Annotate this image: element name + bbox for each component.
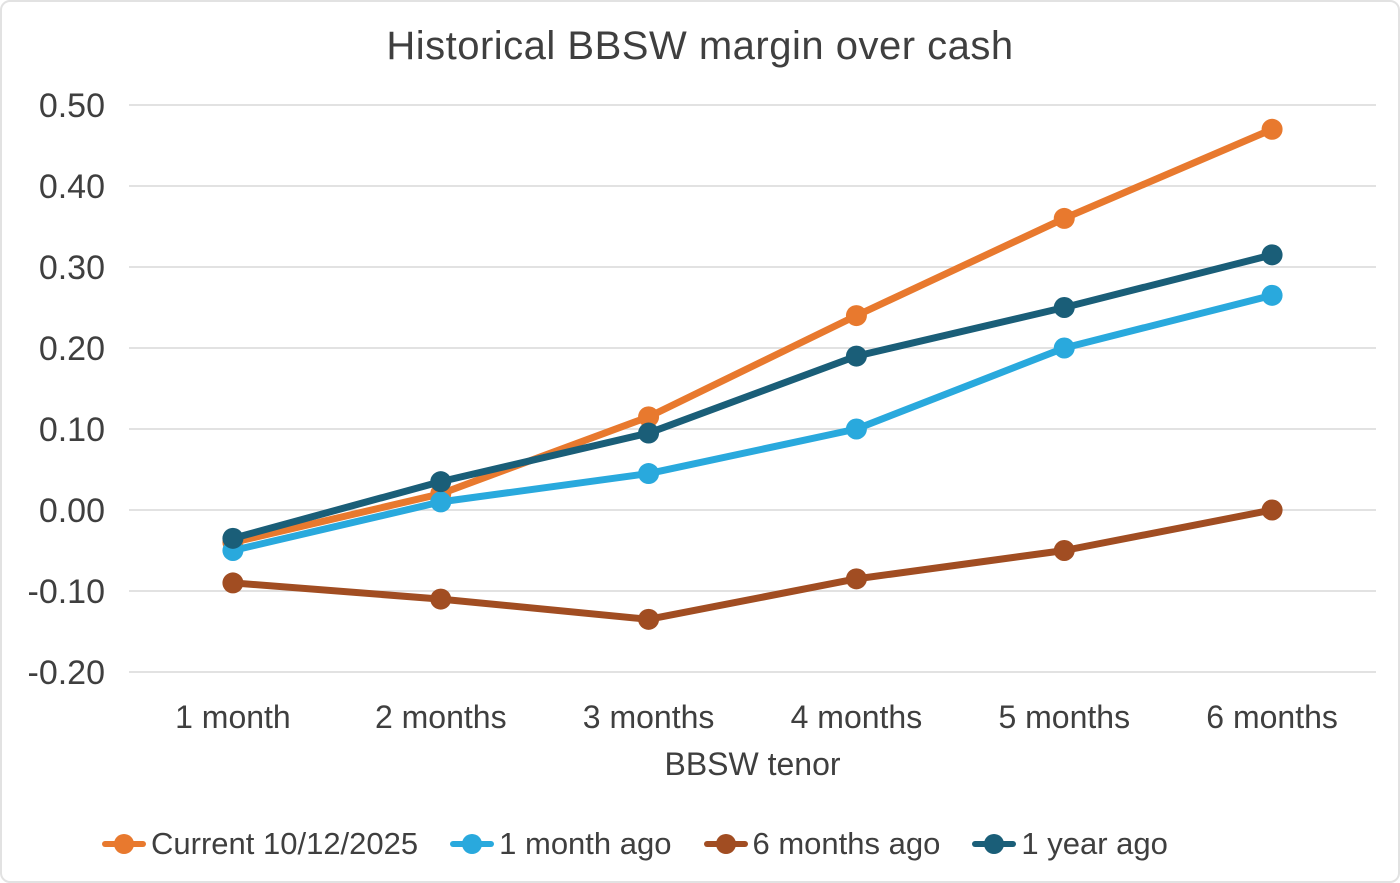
legend-marker-current-icon — [102, 834, 146, 854]
legend-label-1-year-ago: 1 year ago — [1021, 826, 1168, 861]
data-point-1-year-ago-4-months — [845, 345, 867, 367]
legend-label-6-months-ago: 6 months ago — [752, 826, 941, 861]
data-point-1-month-ago-6-months — [1261, 284, 1283, 306]
data-point-current-10-12-2025-4-months — [845, 305, 867, 327]
x-axis-title: BBSW tenor — [664, 746, 841, 782]
data-point-6-months-ago-2-months — [430, 588, 452, 610]
series-line-6-months-ago — [229, 506, 1276, 623]
legend-marker-1-month-ago-icon — [450, 834, 495, 854]
series-line-current-10-12-2025 — [229, 125, 1276, 546]
data-point-1-year-ago-2-months — [430, 471, 452, 493]
data-point-6-months-ago-5-months — [1053, 540, 1075, 561]
data-point-1-year-ago-1-month — [222, 527, 244, 549]
y-axis-tick-label: 0.50 — [39, 87, 105, 125]
y-axis-tick-label: 0.20 — [39, 330, 105, 368]
x-axis-tick-label: 6 months — [1206, 699, 1338, 735]
legend-marker-6-months-ago-icon — [703, 834, 748, 854]
legend-item-1-year-ago: 1 year ago — [972, 826, 1168, 862]
data-point-1-year-ago-3-months — [638, 422, 660, 444]
data-point-6-months-ago-4-months — [845, 568, 867, 590]
y-axis-tick-label: 0.30 — [39, 249, 105, 287]
legend-label-1-month-ago: 1 month ago — [499, 826, 672, 861]
x-axis-tick-label: 3 months — [583, 699, 715, 735]
data-point-current-10-12-2025-5-months — [1053, 207, 1075, 229]
x-axis-tick-label: 2 months — [375, 699, 507, 735]
data-point-1-year-ago-5-months — [1053, 297, 1075, 318]
data-point-6-months-ago-3-months — [638, 608, 660, 630]
legend-item-1-month-ago: 1 month ago — [450, 826, 672, 862]
y-axis-tick-label: -0.20 — [28, 654, 106, 692]
data-point-1-month-ago-3-months — [638, 463, 660, 485]
legend: Current 10/12/2025 1 month ago 6 months … — [102, 818, 1168, 870]
legend-item-current: Current 10/12/2025 — [102, 826, 418, 862]
x-axis-tick-label: 5 months — [998, 699, 1130, 735]
x-axis-tick-label: 4 months — [791, 699, 923, 735]
legend-label-current: Current 10/12/2025 — [151, 826, 419, 861]
data-point-current-10-12-2025-3-months — [638, 406, 660, 428]
chart-plot-area: 0.50 0.40 0.30 0.20 0.10 0.00 -0.10 -0.20 1 mont… — [28, 87, 1376, 735]
y-axis-tick-label: -0.10 — [28, 573, 106, 611]
data-point-6-months-ago-6-months — [1261, 499, 1283, 521]
data-point-1-month-ago-4-months — [845, 418, 867, 440]
y-axis-tick-label: 0.40 — [39, 168, 105, 206]
data-point-1-month-ago-2-months — [430, 491, 452, 513]
data-point-1-month-ago-5-months — [1053, 337, 1075, 359]
chart-title: Historical BBSW margin over cash — [386, 24, 1014, 68]
data-point-1-year-ago-6-months — [1261, 244, 1283, 266]
data-point-current-10-12-2025-6-months — [1261, 118, 1283, 140]
y-axis-tick-label: 0.00 — [39, 492, 105, 530]
legend-item-6-months-ago: 6 months ago — [703, 826, 941, 862]
y-axis-tick-label: 0.10 — [39, 411, 105, 449]
legend-marker-1-year-ago-icon — [972, 834, 1017, 854]
data-point-6-months-ago-1-month — [222, 572, 244, 594]
x-axis-tick-label: 1 month — [175, 699, 291, 735]
series-line-1-year-ago — [229, 251, 1276, 542]
series-line-1-month-ago — [229, 291, 1276, 554]
